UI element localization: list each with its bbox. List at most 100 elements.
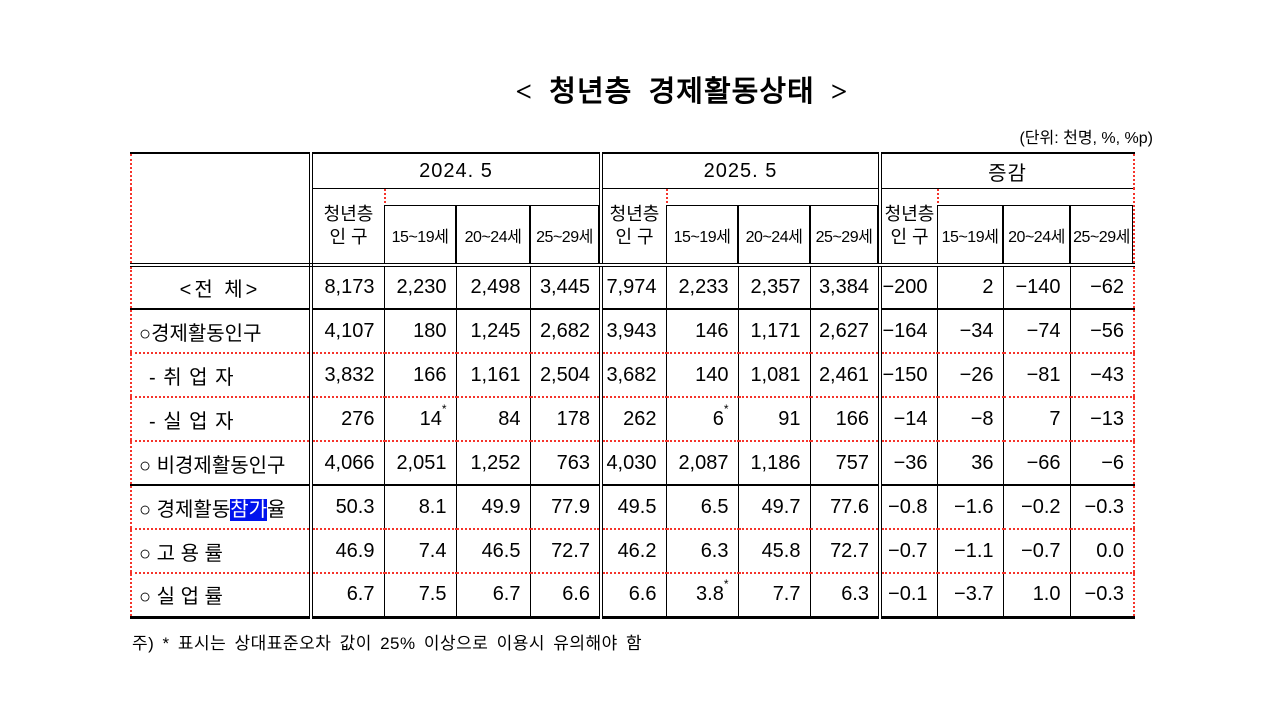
- table-cell: 2,357: [737, 265, 810, 310]
- subheader-line: 인 구: [890, 227, 929, 247]
- row-label: <전 체>: [131, 265, 313, 310]
- table-cell: 3.8*: [665, 573, 738, 617]
- row-label: - 실 업 자: [131, 397, 313, 442]
- table-cell: 757: [809, 441, 880, 486]
- subheader-age-band: 20~24세: [1003, 188, 1070, 267]
- table-cell: 49.7: [737, 485, 810, 530]
- age-band-box: 15~19세: [666, 205, 738, 262]
- table-cell: 7,974: [599, 265, 666, 310]
- age-band-box: 25~29세: [530, 205, 599, 262]
- table-cell: −36: [878, 441, 937, 486]
- table-cell: 2,461: [809, 353, 880, 398]
- table-cell: 2,051: [383, 441, 456, 486]
- table-cell: 36: [936, 441, 1003, 486]
- table-cell: 2,504: [529, 353, 601, 398]
- table-cell: −74: [1002, 309, 1070, 354]
- table-cell: 180: [383, 309, 456, 354]
- table-cell: −0.8: [878, 485, 937, 530]
- table-cell: 77.6: [809, 485, 880, 530]
- table-cell: 1,161: [455, 353, 530, 398]
- age-band-box: 25~29세: [810, 205, 878, 262]
- table-cell: 4,107: [309, 309, 384, 354]
- table-cell: 2,087: [665, 441, 738, 486]
- table-cell: 14*: [383, 397, 456, 442]
- column-group-title: 2025. 5: [599, 153, 880, 189]
- table-cell: 91: [737, 397, 810, 442]
- table-cell: −26: [936, 353, 1003, 398]
- table-cell: 1,171: [737, 309, 810, 354]
- table-cell: −62: [1069, 265, 1134, 310]
- table-cell: 84: [455, 397, 530, 442]
- table-cell: 46.2: [599, 529, 666, 574]
- subheader-age-band: 15~19세: [937, 188, 1003, 267]
- table-cell: 146: [665, 309, 738, 354]
- table-cell: 6.7: [455, 573, 530, 617]
- table-cell: −13: [1069, 397, 1134, 442]
- table-cell: −1.6: [936, 485, 1003, 530]
- subheader-age-band: 15~19세: [384, 188, 456, 267]
- age-band-box: 15~19세: [384, 205, 456, 262]
- table-cell: 49.5: [599, 485, 666, 530]
- table-cell: 1,081: [737, 353, 810, 398]
- table-cell: 763: [529, 441, 601, 486]
- table-cell: 6.3: [665, 529, 738, 574]
- subheader-population: 청년층 인 구: [878, 188, 937, 267]
- cell-value: 6: [712, 407, 724, 430]
- subheader-population: 청년층 인 구: [599, 188, 666, 267]
- table-cell: −0.7: [1002, 529, 1070, 574]
- table-cell: −140: [1002, 265, 1070, 310]
- table-cell: 50.3: [309, 485, 384, 530]
- table-cell: −66: [1002, 441, 1070, 486]
- subheader-age-band: 20~24세: [738, 188, 810, 267]
- table-cell: −81: [1002, 353, 1070, 398]
- activity-table: 2024. 5 2025. 5 증감 청년층 인 구 15~19세 20~24세 25~29세…: [130, 152, 1135, 619]
- subheader-age-band: 25~29세: [530, 188, 601, 267]
- table-cell: 6*: [665, 397, 738, 442]
- table-cell: 7: [1002, 397, 1070, 442]
- table-cell: −0.7: [878, 529, 937, 574]
- subheader-line: 인 구: [329, 227, 368, 247]
- age-band-box: 20~24세: [1003, 205, 1070, 262]
- subheader-age-band: 20~24세: [456, 188, 530, 267]
- footnote: 주) * 표시는 상대표준오차 값이 25% 이상으로 이용시 유의해야 함: [132, 634, 643, 653]
- subheader-age-band: 25~29세: [810, 188, 880, 267]
- table-cell: 8.1: [383, 485, 456, 530]
- table-cell: −43: [1069, 353, 1134, 398]
- table-cell: 3,832: [309, 353, 384, 398]
- table-cell: 7.5: [383, 573, 456, 617]
- table-cell: −6: [1069, 441, 1134, 486]
- table-cell: 72.7: [529, 529, 601, 574]
- table-cell: 262: [599, 397, 666, 442]
- table-cell: −34: [936, 309, 1003, 354]
- table-header: 2024. 5 2025. 5 증감 청년층 인 구 15~19세 20~24세 25~29세…: [131, 153, 1134, 267]
- table-row: ○ 경제활동참가율 50.3 8.1 49.9 77.9 49.5 6.5 49.7 77.6−…: [131, 485, 1134, 530]
- table-cell: 1.0: [1002, 573, 1070, 617]
- table-cell: 3,384: [809, 265, 880, 310]
- table-cell: 7.4: [383, 529, 456, 574]
- table-cell: −0.3: [1069, 573, 1134, 617]
- table-cell: 6.5: [665, 485, 738, 530]
- table-cell: 2,233: [665, 265, 738, 310]
- table-row: - 취 업 자 3,832 166 1,161 2,504 3,682 140 1,081 2,…: [131, 353, 1134, 398]
- table-cell: 6.6: [599, 573, 666, 617]
- table-container: 2024. 5 2025. 5 증감 청년층 인 구 15~19세 20~24세 25~29세…: [130, 152, 1135, 619]
- table-body: <전 체> 8,173 2,230 2,498 3,445 7,974 2,233 2,357…: [131, 265, 1134, 617]
- age-band-box: 15~19세: [937, 205, 1003, 262]
- table-cell: 6.7: [309, 573, 384, 617]
- column-group-title: 2024. 5: [309, 153, 601, 189]
- table-cell: −1.1: [936, 529, 1003, 574]
- age-band-box: 20~24세: [738, 205, 810, 262]
- table-cell: 276: [309, 397, 384, 442]
- table-cell: 178: [529, 397, 601, 442]
- table-cell: 2,682: [529, 309, 601, 354]
- table-cell: 140: [665, 353, 738, 398]
- table-cell: 2,230: [383, 265, 456, 310]
- subheader-line: 청년층: [323, 203, 374, 224]
- selected-text: 참가: [230, 498, 268, 521]
- subheader-line: 인 구: [615, 227, 654, 247]
- table-cell: 2,627: [809, 309, 880, 354]
- table-cell: −0.3: [1069, 485, 1134, 530]
- table-row: ○ 비경제활동인구 4,066 2,051 1,252 763 4,030 2,087 1,1…: [131, 441, 1134, 486]
- table-cell: 4,066: [309, 441, 384, 486]
- rse-asterisk: *: [723, 577, 729, 592]
